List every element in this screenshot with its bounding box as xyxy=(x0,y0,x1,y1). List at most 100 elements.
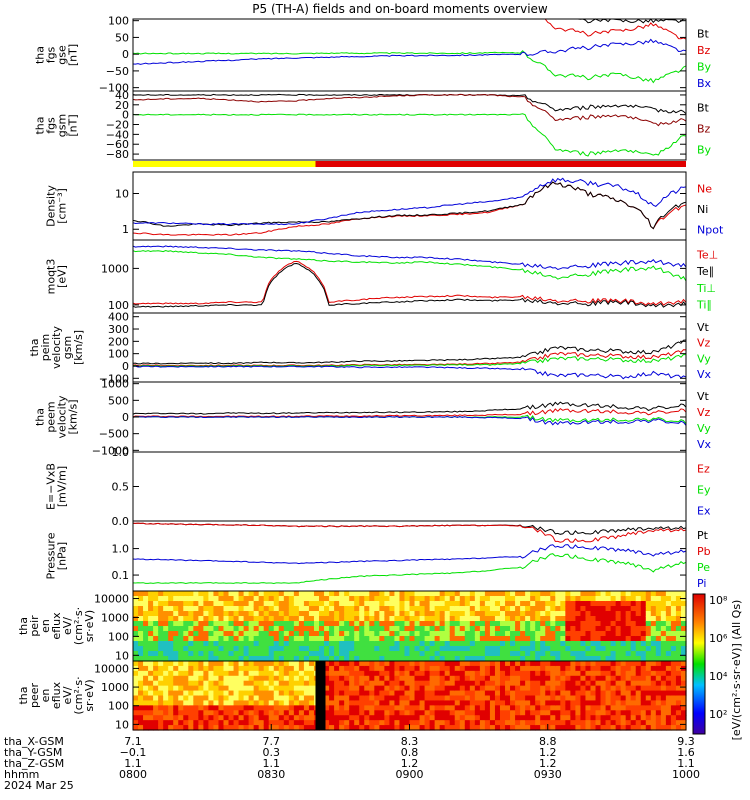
spectrogram-cell xyxy=(515,626,521,632)
spectrogram-cell xyxy=(620,680,627,687)
spectrogram-cell xyxy=(223,591,230,597)
spectrogram-cell xyxy=(459,705,466,711)
spectrogram-cell xyxy=(575,646,582,652)
y-axis-label: peer xyxy=(28,683,41,709)
spectrogram-cell xyxy=(243,675,250,682)
spectrogram-cell xyxy=(349,675,355,682)
spectrogram-cell xyxy=(615,715,622,721)
spectrogram-cell xyxy=(545,611,551,617)
spectrogram-cell xyxy=(188,611,194,617)
spectrogram-cell xyxy=(660,680,667,687)
spectrogram-cell xyxy=(308,670,315,677)
spectrogram-cell xyxy=(183,715,189,721)
spectrogram-cell xyxy=(138,636,144,642)
spectrogram-cell xyxy=(268,720,275,726)
spectrogram-cell xyxy=(499,651,506,657)
spectrogram-cell xyxy=(354,596,360,602)
spectrogram-cell xyxy=(278,596,285,602)
spectrogram-cell xyxy=(303,656,310,662)
series-line-temperature xyxy=(132,245,687,271)
spectrogram-cell xyxy=(565,591,571,597)
spectrogram-cell xyxy=(203,690,210,697)
spectrogram-cell xyxy=(670,680,677,687)
spectrogram-cell xyxy=(570,700,576,706)
spectrogram-cell xyxy=(484,695,491,702)
spectrogram-cell xyxy=(615,626,622,632)
spectrogram-cell xyxy=(424,685,431,692)
spectrogram-cell xyxy=(499,646,506,652)
spectrogram-cell xyxy=(258,680,265,687)
spectrogram-cell xyxy=(409,725,416,731)
spectrogram-cell xyxy=(293,675,300,682)
spectrogram-cell xyxy=(278,725,285,731)
spectrogram-cell xyxy=(625,616,632,622)
spectrogram-cell xyxy=(364,636,370,642)
spectrogram-cell xyxy=(133,725,139,731)
spectrogram-cell xyxy=(600,680,607,687)
spectrogram-cell xyxy=(635,611,642,617)
spectrogram-cell xyxy=(153,700,159,706)
spectrogram-cell xyxy=(409,646,416,652)
y-axis-label: eflux xyxy=(50,681,63,709)
spectrogram-cell xyxy=(580,616,587,622)
spectrogram-cell xyxy=(655,601,662,607)
y-axis-label: tha xyxy=(17,617,30,635)
spectrogram-cell xyxy=(354,641,360,647)
spectrogram-cell xyxy=(610,685,617,692)
spectrogram-cell xyxy=(605,601,612,607)
spectrogram-cell xyxy=(464,705,471,711)
spectrogram-cell xyxy=(288,715,295,721)
spectrogram-cell xyxy=(499,636,506,642)
spectrogram-cell xyxy=(248,661,255,667)
spectrogram-cell xyxy=(213,661,220,667)
spectrogram-cell xyxy=(339,680,345,687)
spectrogram-cell xyxy=(243,621,250,627)
spectrogram-cell xyxy=(258,670,265,677)
spectrogram-cell xyxy=(590,641,597,647)
spectrogram-cell xyxy=(183,641,189,647)
spectrogram-cell xyxy=(655,596,662,602)
spectrogram-cell xyxy=(213,705,220,711)
spectrogram-cell xyxy=(248,665,255,672)
series-line-temperature xyxy=(132,249,687,282)
y-axis-label: velocity xyxy=(50,326,63,369)
spectrogram-cell xyxy=(580,646,587,652)
spectrogram-cell xyxy=(399,641,406,647)
spectrogram-cell xyxy=(565,675,571,682)
spectrogram-cell xyxy=(645,611,652,617)
spectrogram-cell xyxy=(449,641,456,647)
y-tick-label: 100 xyxy=(108,630,129,643)
spectrogram-cell xyxy=(555,700,561,706)
spectrogram-cell xyxy=(444,636,451,642)
spectrogram-cell xyxy=(313,616,320,622)
spectrogram-cell xyxy=(675,596,682,602)
spectrogram-cell xyxy=(389,596,396,602)
orbit-tick-value: 1.1 xyxy=(263,757,281,770)
spectrogram-cell xyxy=(414,690,421,697)
spectrogram-cell xyxy=(374,611,380,617)
spectrogram-cell xyxy=(680,601,687,607)
spectrogram-cell xyxy=(303,675,310,682)
spectrogram-cell xyxy=(630,710,637,716)
orbit-row-label: tha_X-GSM xyxy=(4,735,64,748)
spectrogram-cell xyxy=(359,646,365,652)
spectrogram-cell xyxy=(273,641,280,647)
spectrogram-cell xyxy=(153,646,159,652)
spectrogram-cell xyxy=(439,621,446,627)
spectrogram-cell xyxy=(525,626,531,632)
spectrogram-cell xyxy=(610,621,617,627)
spectrogram-cell xyxy=(273,646,280,652)
spectrogram-cell xyxy=(505,651,511,657)
spectrogram-cell xyxy=(399,656,406,662)
spectrogram-cell xyxy=(419,680,426,687)
spectrogram-cell xyxy=(600,626,607,632)
spectrogram-cell xyxy=(253,670,260,677)
spectrogram-cell xyxy=(505,675,511,682)
spectrogram-cell xyxy=(218,670,225,677)
spectrogram-cell xyxy=(494,710,501,716)
spectrogram-cell xyxy=(283,670,290,677)
spectrogram-cell xyxy=(188,656,194,662)
spectrogram-cell xyxy=(590,656,597,662)
spectrogram-cell xyxy=(530,596,536,602)
